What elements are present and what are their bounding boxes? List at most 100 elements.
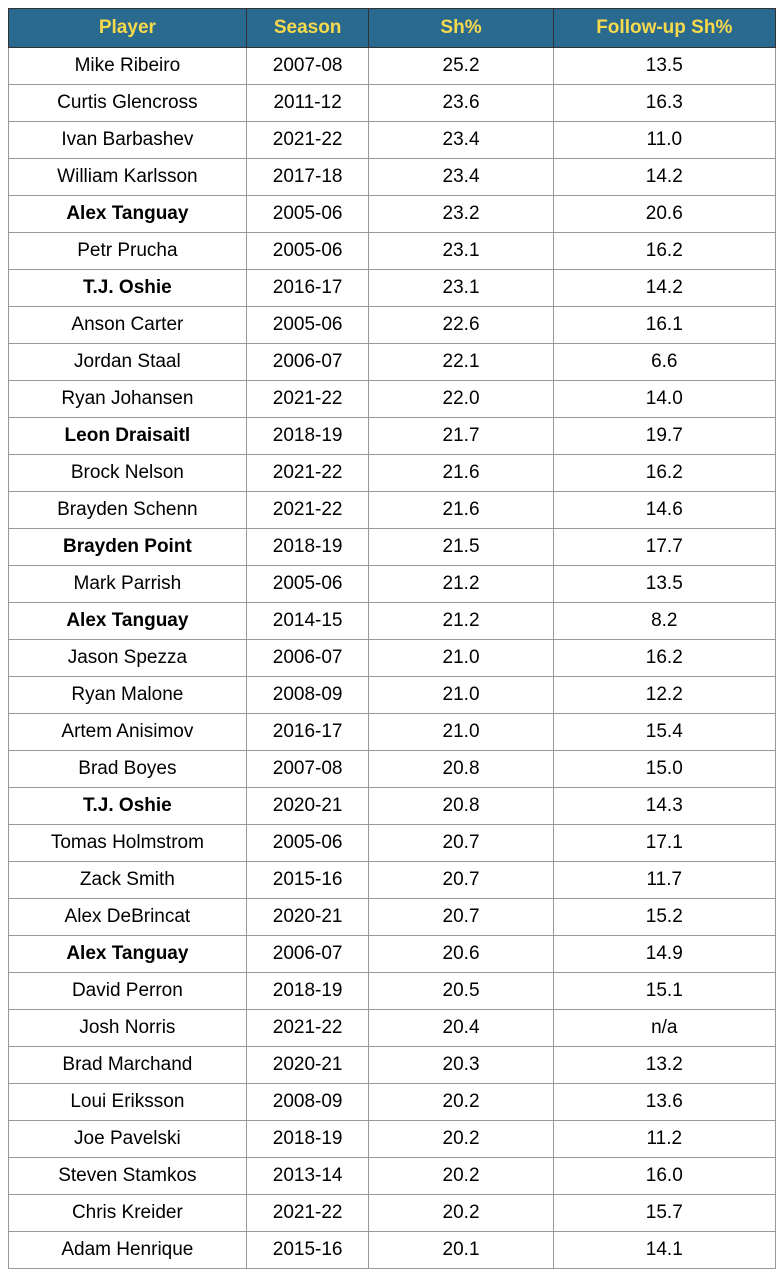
cell-follow: 16.1 xyxy=(553,307,775,344)
cell-season: 2011-12 xyxy=(246,85,369,122)
cell-player: Artem Anisimov xyxy=(9,714,247,751)
cell-player: Ivan Barbashev xyxy=(9,122,247,159)
cell-sh: 23.2 xyxy=(369,196,553,233)
cell-player: David Perron xyxy=(9,973,247,1010)
cell-sh: 21.0 xyxy=(369,640,553,677)
cell-player: Brock Nelson xyxy=(9,455,247,492)
cell-follow: n/a xyxy=(553,1010,775,1047)
cell-player: T.J. Oshie xyxy=(9,788,247,825)
table-row: Alex Tanguay2006-0720.614.9 xyxy=(9,936,776,973)
cell-follow: 16.2 xyxy=(553,233,775,270)
cell-sh: 21.0 xyxy=(369,714,553,751)
cell-player: Chris Kreider xyxy=(9,1195,247,1232)
cell-sh: 20.2 xyxy=(369,1158,553,1195)
cell-sh: 20.2 xyxy=(369,1121,553,1158)
table-row: Brad Boyes2007-0820.815.0 xyxy=(9,751,776,788)
cell-follow: 14.0 xyxy=(553,381,775,418)
cell-season: 2006-07 xyxy=(246,936,369,973)
table-row: Loui Eriksson2008-0920.213.6 xyxy=(9,1084,776,1121)
cell-player: Steven Stamkos xyxy=(9,1158,247,1195)
cell-sh: 20.7 xyxy=(369,825,553,862)
cell-season: 2005-06 xyxy=(246,566,369,603)
cell-sh: 21.2 xyxy=(369,566,553,603)
cell-sh: 20.5 xyxy=(369,973,553,1010)
cell-follow: 16.2 xyxy=(553,455,775,492)
table-row: Ryan Malone2008-0921.012.2 xyxy=(9,677,776,714)
table-row: Jason Spezza2006-0721.016.2 xyxy=(9,640,776,677)
cell-season: 2020-21 xyxy=(246,1047,369,1084)
cell-sh: 22.6 xyxy=(369,307,553,344)
cell-season: 2013-14 xyxy=(246,1158,369,1195)
cell-follow: 16.3 xyxy=(553,85,775,122)
table-row: Adam Henrique2015-1620.114.1 xyxy=(9,1232,776,1269)
cell-player: Joe Pavelski xyxy=(9,1121,247,1158)
cell-sh: 21.6 xyxy=(369,492,553,529)
cell-player: Leon Draisaitl xyxy=(9,418,247,455)
cell-season: 2021-22 xyxy=(246,122,369,159)
header-row: Player Season Sh% Follow-up Sh% xyxy=(9,9,776,48)
cell-season: 2014-15 xyxy=(246,603,369,640)
cell-player: T.J. Oshie xyxy=(9,270,247,307)
cell-follow: 14.6 xyxy=(553,492,775,529)
cell-player: Tomas Holmstrom xyxy=(9,825,247,862)
cell-follow: 12.2 xyxy=(553,677,775,714)
cell-sh: 20.7 xyxy=(369,899,553,936)
cell-player: Alex Tanguay xyxy=(9,196,247,233)
cell-follow: 13.6 xyxy=(553,1084,775,1121)
cell-player: Brad Marchand xyxy=(9,1047,247,1084)
cell-follow: 14.3 xyxy=(553,788,775,825)
cell-sh: 21.0 xyxy=(369,677,553,714)
header-follow: Follow-up Sh% xyxy=(553,9,775,48)
cell-sh: 20.4 xyxy=(369,1010,553,1047)
table-row: Mike Ribeiro2007-0825.213.5 xyxy=(9,48,776,85)
cell-follow: 16.0 xyxy=(553,1158,775,1195)
cell-player: Anson Carter xyxy=(9,307,247,344)
cell-follow: 11.2 xyxy=(553,1121,775,1158)
table-row: T.J. Oshie2016-1723.114.2 xyxy=(9,270,776,307)
cell-sh: 20.6 xyxy=(369,936,553,973)
cell-player: Adam Henrique xyxy=(9,1232,247,1269)
cell-follow: 13.5 xyxy=(553,48,775,85)
table-row: Alex Tanguay2014-1521.28.2 xyxy=(9,603,776,640)
cell-player: Petr Prucha xyxy=(9,233,247,270)
cell-sh: 20.2 xyxy=(369,1195,553,1232)
cell-follow: 8.2 xyxy=(553,603,775,640)
header-sh: Sh% xyxy=(369,9,553,48)
cell-follow: 19.7 xyxy=(553,418,775,455)
table-row: Leon Draisaitl2018-1921.719.7 xyxy=(9,418,776,455)
cell-sh: 21.6 xyxy=(369,455,553,492)
cell-sh: 20.8 xyxy=(369,751,553,788)
cell-season: 2007-08 xyxy=(246,751,369,788)
cell-follow: 11.0 xyxy=(553,122,775,159)
header-season: Season xyxy=(246,9,369,48)
cell-sh: 25.2 xyxy=(369,48,553,85)
cell-season: 2007-08 xyxy=(246,48,369,85)
cell-sh: 23.6 xyxy=(369,85,553,122)
table-row: David Perron2018-1920.515.1 xyxy=(9,973,776,1010)
cell-follow: 14.1 xyxy=(553,1232,775,1269)
table-row: Curtis Glencross2011-1223.616.3 xyxy=(9,85,776,122)
cell-sh: 23.1 xyxy=(369,270,553,307)
cell-follow: 15.4 xyxy=(553,714,775,751)
cell-season: 2018-19 xyxy=(246,529,369,566)
cell-season: 2005-06 xyxy=(246,825,369,862)
cell-sh: 22.0 xyxy=(369,381,553,418)
table-row: Tomas Holmstrom2005-0620.717.1 xyxy=(9,825,776,862)
cell-sh: 20.3 xyxy=(369,1047,553,1084)
table-row: Joe Pavelski2018-1920.211.2 xyxy=(9,1121,776,1158)
cell-season: 2016-17 xyxy=(246,714,369,751)
cell-season: 2008-09 xyxy=(246,1084,369,1121)
table-row: Alex Tanguay2005-0623.220.6 xyxy=(9,196,776,233)
table-row: T.J. Oshie2020-2120.814.3 xyxy=(9,788,776,825)
cell-follow: 15.0 xyxy=(553,751,775,788)
cell-follow: 20.6 xyxy=(553,196,775,233)
cell-season: 2015-16 xyxy=(246,862,369,899)
cell-player: Ryan Malone xyxy=(9,677,247,714)
cell-player: Jordan Staal xyxy=(9,344,247,381)
cell-player: Mike Ribeiro xyxy=(9,48,247,85)
table-row: Brayden Point2018-1921.517.7 xyxy=(9,529,776,566)
table-row: Brayden Schenn2021-2221.614.6 xyxy=(9,492,776,529)
cell-player: Brayden Point xyxy=(9,529,247,566)
table-body: Mike Ribeiro2007-0825.213.5Curtis Glencr… xyxy=(9,48,776,1269)
table-row: Anson Carter2005-0622.616.1 xyxy=(9,307,776,344)
